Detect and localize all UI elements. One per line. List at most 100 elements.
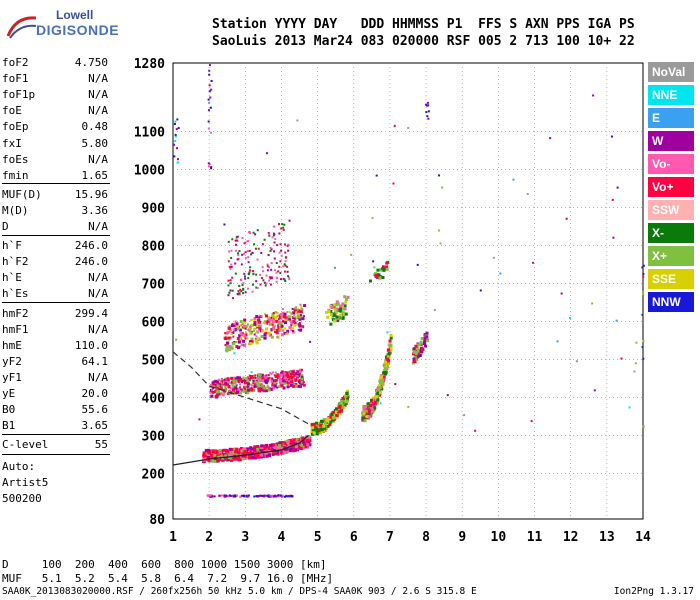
second-hop-echo [258,375,262,379]
third-hop-echo [280,315,283,318]
version-label: Ion2Png 1.3.17 [613,586,694,597]
third-hop-echo [263,336,267,340]
upper-echo [238,284,241,287]
third-hop-echo [238,328,242,332]
x-trace-echo [423,339,427,343]
second-hop-echo [289,371,292,374]
x-trace-echo [385,261,389,265]
third-hop-echo [276,315,279,318]
param-name: hmF2 [2,306,29,320]
x-trace-echo [425,339,429,343]
upper-echo [286,265,289,268]
o-trace-echo [229,456,233,460]
upper-echo [283,278,286,281]
param-row: D N/A [2,220,108,234]
upper-echo [284,256,287,259]
upper-echo [240,290,243,293]
x-trace-echo [423,344,427,348]
param-name: yF1 [2,370,22,384]
o-trace-echo [222,448,226,452]
x-trace-echo [416,355,420,359]
o-trace-echo [260,444,264,448]
second-hop-echo [300,382,304,386]
upper-echo [244,277,247,280]
second-hop-echo [269,388,273,392]
upper-echo [268,276,271,279]
second-hop-echo [289,372,292,375]
second-hop-echo [220,380,223,383]
x-trace-echo [375,395,379,399]
x-trace-echo [381,276,385,280]
upper-echo [269,246,272,249]
o-trace-echo [215,451,219,455]
param-value: 3.36 [81,203,109,217]
x-trace-echo [328,422,332,426]
second-hop-echo [269,371,272,374]
second-hop-echo [259,387,263,391]
o-trace-echo [225,449,229,453]
x-trace-echo [333,411,337,415]
noise-echo [642,290,645,293]
x-tick-label: 14 [635,530,651,545]
third-hop-echo [290,320,294,324]
third-hop-echo [299,310,303,314]
o-trace-echo [264,452,268,456]
upper-echo [247,277,250,280]
x-trace-echo [389,333,393,337]
upper-echo [270,248,273,251]
second-hop-echo [242,378,246,382]
x-trace-echo [311,426,315,430]
third-hop-echo [294,321,297,324]
x-trace-echo [362,416,366,420]
x-trace-echo [326,417,330,421]
second-hop-echo [277,385,281,389]
upper-echo [242,282,245,285]
param-row: foF1 N/A [2,72,108,86]
noise-echo [446,394,449,397]
noise-echo [207,162,210,165]
param-name: foEp [2,120,29,134]
sporadic-echo [222,494,225,497]
o-trace-echo [302,440,306,444]
second-hop-echo [224,384,227,387]
second-hop-echo [209,391,212,394]
o-trace-echo [265,454,269,458]
x-trace-echo [343,307,347,311]
second-hop-echo [271,384,275,388]
third-hop-echo [295,306,298,309]
second-hop-echo [282,386,286,390]
second-hop-echo [267,377,270,380]
x-trace-echo [341,396,345,400]
third-hop-echo [298,310,301,313]
second-hop-echo [285,374,288,377]
second-hop-echo [280,370,284,374]
second-hop-echo [214,383,217,386]
noise-echo [394,383,397,386]
upper-echo [248,232,251,235]
y-tick-label: 300 [142,429,166,444]
o-trace-echo [243,456,247,460]
sporadic-echo [267,495,270,498]
x-trace-echo [412,357,416,361]
x-trace-echo [312,431,316,435]
param-value: 110.0 [74,338,108,352]
o-trace-echo [260,449,264,453]
x-trace-echo [382,268,386,272]
third-hop-echo [290,322,293,325]
second-hop-echo [242,377,245,380]
second-hop-echo [211,388,214,391]
third-hop-echo [258,316,261,319]
o-trace-echo [291,441,295,445]
param-name: h`E [2,271,22,285]
third-hop-echo [277,322,281,326]
second-hop-echo [294,378,298,382]
second-hop-echo [239,383,242,386]
o-trace-echo [237,455,241,459]
param-value: 55 [94,438,108,452]
upper-echo [239,288,242,291]
o-trace-echo [288,442,292,446]
x-trace-echo [385,357,389,361]
sporadic-echo [259,494,262,497]
x-trace-echo [416,343,420,347]
noise-echo [177,127,180,130]
